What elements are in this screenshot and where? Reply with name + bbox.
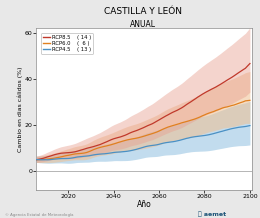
Legend: RCP8.5    ( 14 ), RCP6.0    (  6 ), RCP4.5    ( 13 ): RCP8.5 ( 14 ), RCP6.0 ( 6 ), RCP4.5 ( 13…: [41, 33, 93, 54]
X-axis label: Año: Año: [137, 200, 152, 209]
Text: CASTILLA Y LEÓN: CASTILLA Y LEÓN: [104, 7, 182, 15]
Text: ANUAL: ANUAL: [130, 20, 156, 29]
Y-axis label: Cambio en dias cálidos (%): Cambio en dias cálidos (%): [17, 66, 23, 152]
Text: 🐦 aemet: 🐦 aemet: [198, 211, 226, 217]
Text: © Agencia Estatal de Meteorología: © Agencia Estatal de Meteorología: [5, 213, 74, 217]
